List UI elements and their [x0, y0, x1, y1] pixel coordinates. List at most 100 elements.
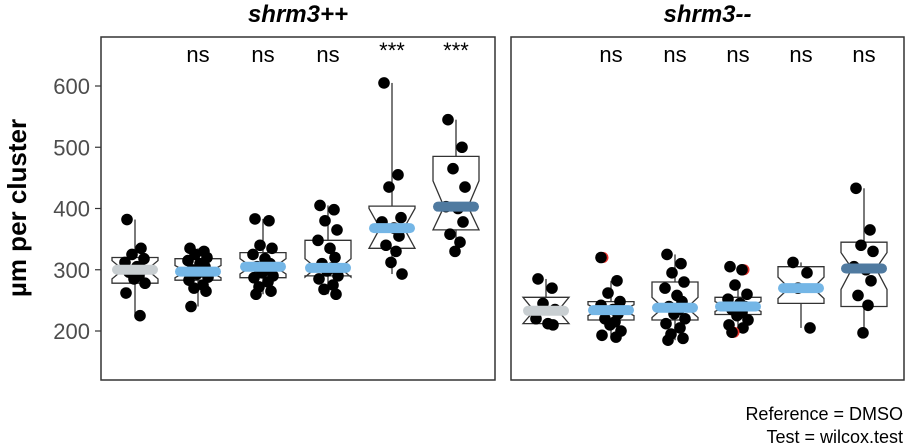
data-point [383, 181, 395, 193]
data-point [661, 248, 673, 261]
data-point [804, 322, 816, 334]
data-point [393, 230, 405, 242]
significance-label: ns [316, 42, 339, 67]
data-point [459, 181, 471, 193]
significance-label: ns [852, 42, 875, 67]
data-point [312, 234, 324, 247]
data-point [731, 309, 743, 322]
data-point [659, 282, 671, 294]
data-point [330, 288, 342, 301]
significance-label: *** [379, 38, 405, 63]
data-point [378, 77, 390, 89]
box-group-1-3: ns [239, 42, 287, 301]
data-point [675, 257, 687, 270]
data-point [442, 113, 454, 126]
data-point [857, 327, 869, 339]
y-axis-label: µm per cluster [2, 119, 32, 297]
data-point [313, 273, 325, 285]
data-point [182, 254, 194, 267]
data-point [678, 276, 690, 288]
data-point [318, 283, 330, 296]
data-point [801, 267, 813, 279]
data-point [604, 319, 616, 331]
y-tick-label-200: 200 [53, 319, 90, 344]
data-point [850, 182, 862, 195]
data-point [332, 270, 344, 282]
data-point [662, 334, 674, 346]
data-point [396, 268, 408, 280]
data-point [677, 332, 689, 345]
panel-frame-1 [100, 36, 496, 381]
panel-2: shrm3-- ns ns ns ns ns [510, 1, 905, 381]
data-point [737, 322, 749, 334]
data-point [447, 162, 459, 175]
box-group-2-3: ns [651, 42, 699, 346]
data-point [126, 248, 138, 261]
panels-layer: 200 300 400 500 600 shrm3++ ns ns ns *** *** shrm3-… [53, 1, 905, 381]
data-point [610, 331, 622, 343]
data-point [602, 287, 614, 299]
notched-box [431, 155, 481, 231]
data-point [787, 256, 799, 269]
data-point [385, 256, 397, 269]
data-point [138, 252, 150, 265]
box-group-1-4: ns [304, 42, 352, 301]
data-point [679, 312, 691, 325]
data-point [139, 277, 151, 290]
data-point [449, 245, 461, 258]
data-point [865, 274, 877, 287]
y-tick-label-600: 600 [53, 74, 90, 99]
data-point [726, 326, 738, 339]
data-point [331, 224, 343, 236]
data-point [736, 263, 748, 276]
data-point [596, 329, 608, 342]
data-point [530, 312, 542, 325]
data-point [595, 251, 607, 264]
box-group-1-6: *** [431, 38, 481, 258]
significance-label: *** [443, 38, 469, 63]
data-point [380, 239, 392, 252]
data-point [135, 242, 147, 255]
data-point [444, 228, 456, 241]
box-group-1-5: *** [367, 38, 417, 280]
data-point [247, 248, 259, 261]
data-point [532, 273, 544, 285]
data-point [250, 288, 262, 301]
data-point [185, 300, 197, 313]
data-point [457, 216, 469, 228]
data-point [188, 282, 200, 294]
significance-label: ns [726, 42, 749, 67]
panel-title-2: shrm3-- [663, 1, 751, 28]
box-group-2-1 [521, 273, 571, 331]
significance-label: ns [186, 42, 209, 67]
data-point [852, 289, 864, 302]
panel-1: shrm3++ ns ns ns *** *** [100, 1, 496, 381]
box-group-1-2: ns [174, 42, 222, 313]
data-point [262, 276, 274, 288]
data-point [666, 267, 678, 279]
box-group-2-4: ns [714, 42, 762, 339]
data-point [134, 309, 146, 322]
y-tick-label-400: 400 [53, 197, 90, 222]
caption-reference: Reference = DMSO [745, 404, 903, 424]
notched-box [367, 205, 417, 249]
data-point [867, 245, 879, 258]
data-point [456, 141, 468, 154]
data-point [741, 288, 753, 301]
data-point [254, 239, 266, 252]
data-point [121, 213, 133, 226]
data-point [864, 224, 876, 236]
data-point [862, 299, 874, 312]
significance-label: ns [789, 42, 812, 67]
data-point [395, 211, 407, 224]
data-point [392, 169, 404, 181]
caption-test: Test = wilcox.test [766, 427, 903, 447]
significance-label: ns [663, 42, 686, 67]
data-point [329, 251, 341, 264]
significance-label: ns [599, 42, 622, 67]
box-group-2-5: ns [777, 42, 825, 334]
data-point [128, 273, 140, 285]
data-point [327, 279, 339, 291]
data-point [314, 199, 326, 212]
